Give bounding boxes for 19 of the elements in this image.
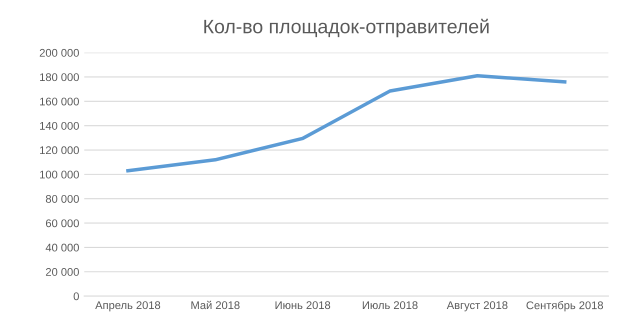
x-tick-label: Июнь 2018 bbox=[276, 301, 330, 310]
line-series bbox=[126, 74, 566, 172]
x-tick-label: Апрель 2018 bbox=[95, 301, 160, 312]
y-tick-label: 60 000 bbox=[46, 219, 79, 228]
y-tick-label: 200 000 bbox=[40, 48, 79, 57]
x-tick-label: Сентябрь 2018 bbox=[526, 300, 604, 312]
y-tick-label: 140 000 bbox=[40, 122, 79, 130]
y-tick-label: 20 000 bbox=[46, 268, 79, 276]
y-tick-label: 180 000 bbox=[40, 73, 79, 82]
x-tick-label: Август 2018 bbox=[446, 301, 508, 312]
y-tick-label: 160 000 bbox=[40, 98, 79, 106]
x-tick-label: Июль 2018 bbox=[362, 301, 418, 310]
y-tick-label: 100 000 bbox=[40, 170, 79, 179]
y-tick-label: 0 bbox=[74, 292, 79, 300]
x-tick-label: Май 2018 bbox=[191, 300, 240, 310]
y-tick-label: 40 000 bbox=[46, 244, 79, 252]
chart-title: Кол-во площадок-отправителей bbox=[204, 18, 489, 38]
y-tick-label: 120 000 bbox=[40, 146, 79, 154]
y-tick-label: 80 000 bbox=[46, 194, 79, 203]
